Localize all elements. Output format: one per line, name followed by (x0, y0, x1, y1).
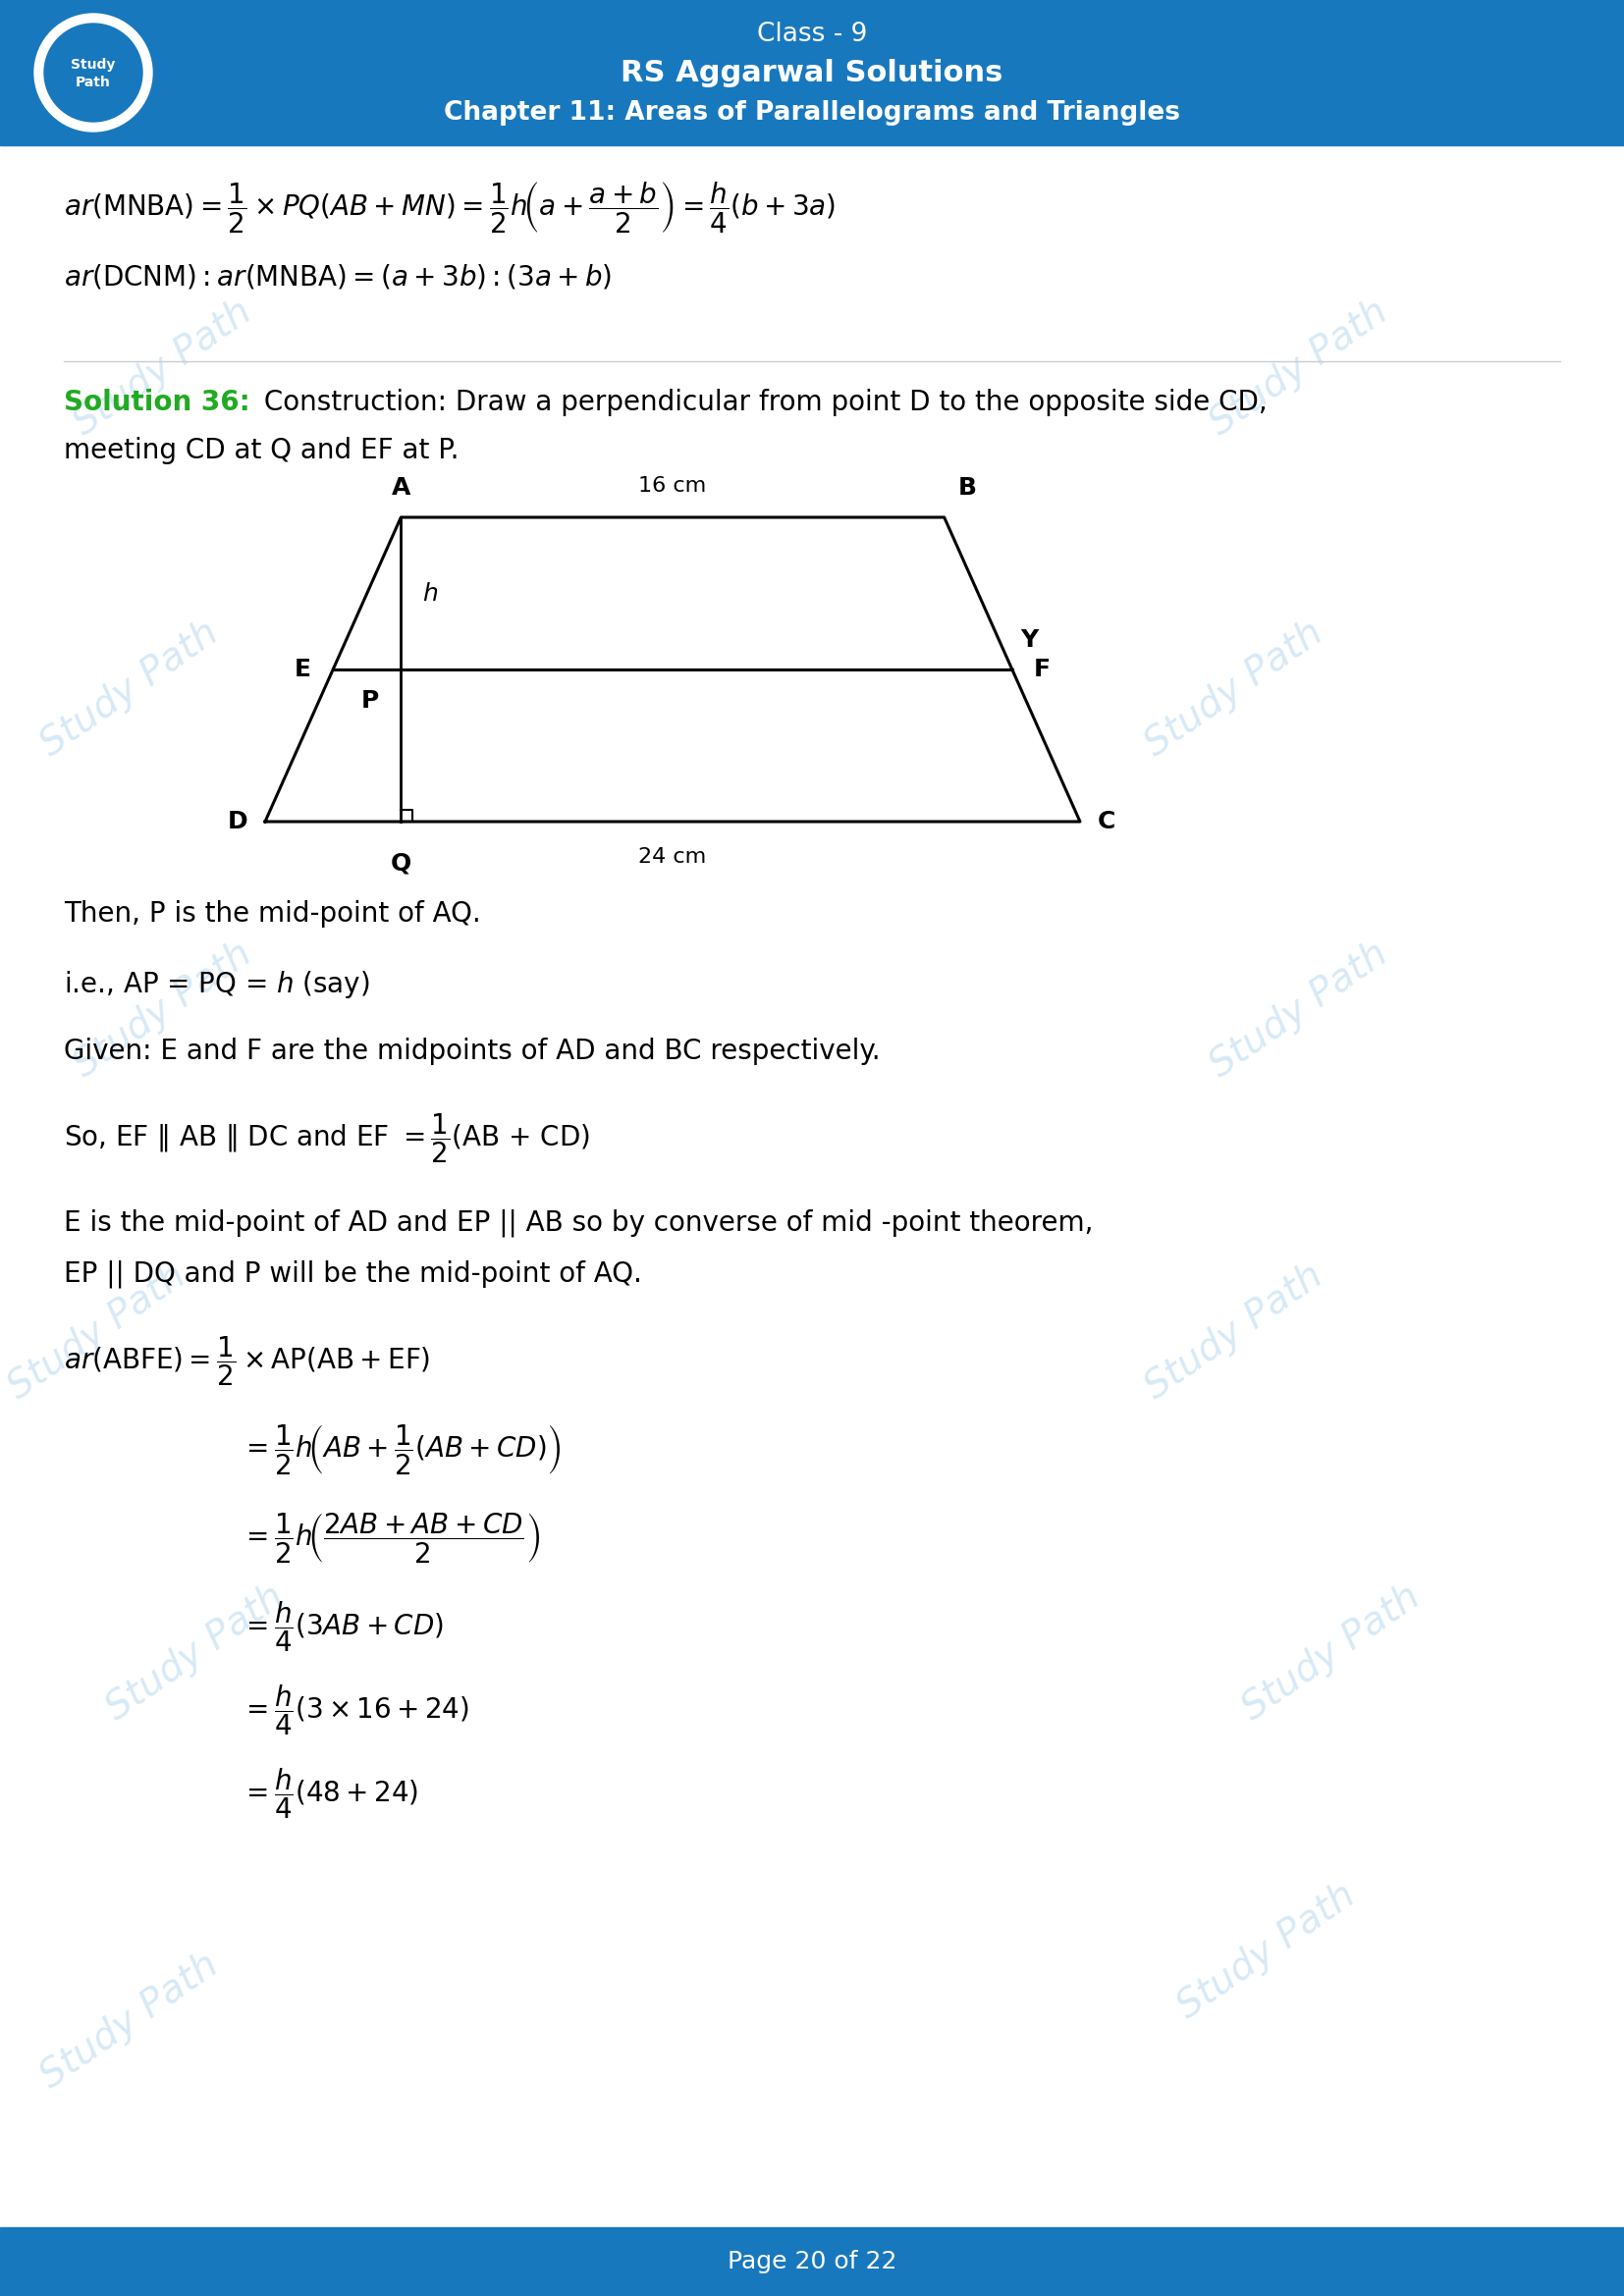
Text: E is the mid-point of AD and EP || AB so by converse of mid -point theorem,: E is the mid-point of AD and EP || AB so… (63, 1210, 1093, 1238)
Text: $ar(\mathrm{ABFE}) = \dfrac{1}{2} \times \mathrm{AP(AB + EF)}$: $ar(\mathrm{ABFE}) = \dfrac{1}{2} \times… (63, 1334, 430, 1387)
Text: Study Path: Study Path (67, 292, 258, 443)
Text: Study Path: Study Path (99, 1577, 291, 1729)
Text: C: C (1098, 810, 1116, 833)
Text: Q: Q (390, 852, 411, 875)
Text: Study Path: Study Path (34, 613, 226, 765)
Text: 24 cm: 24 cm (638, 847, 706, 868)
Text: So, EF $\|$ AB $\|$ DC and EF $= \dfrac{1}{2}$(AB + CD): So, EF $\|$ AB $\|$ DC and EF $= \dfrac{… (63, 1111, 590, 1164)
Text: Page 20 of 22: Page 20 of 22 (728, 2250, 896, 2273)
Text: A: A (391, 475, 411, 501)
Text: Y: Y (1020, 629, 1038, 652)
Text: Study Path: Study Path (1236, 1577, 1427, 1729)
Bar (0, 2227, 1624, 2296)
Text: F: F (1034, 657, 1051, 682)
Text: Study Path: Study Path (67, 934, 258, 1086)
Ellipse shape (44, 23, 143, 122)
Text: Chapter 11: Areas of Parallelograms and Triangles: Chapter 11: Areas of Parallelograms and … (443, 101, 1181, 126)
Text: i.e., AP = PQ = $h$ (say): i.e., AP = PQ = $h$ (say) (63, 969, 370, 1001)
Text: Study Path: Study Path (2, 1256, 193, 1407)
Text: P: P (362, 689, 380, 712)
Text: E: E (294, 657, 312, 682)
Text: 16 cm: 16 cm (638, 475, 706, 496)
Text: Given: E and F are the midpoints of AD and BC respectively.: Given: E and F are the midpoints of AD a… (63, 1038, 880, 1065)
Text: Path: Path (76, 76, 110, 90)
Text: B: B (958, 475, 976, 501)
Text: $= \dfrac{1}{2}h\!\left(AB + \dfrac{1}{2}(AB + CD)\right)$: $= \dfrac{1}{2}h\!\left(AB + \dfrac{1}{2… (240, 1421, 562, 1476)
Ellipse shape (34, 14, 153, 131)
Bar (0, 0, 1624, 145)
Text: EP || DQ and P will be the mid-point of AQ.: EP || DQ and P will be the mid-point of … (63, 1261, 641, 1288)
Text: $ar(\mathrm{MNBA}) = \dfrac{1}{2} \times PQ(AB + MN) = \dfrac{1}{2}h\!\left(a + : $ar(\mathrm{MNBA}) = \dfrac{1}{2} \times… (63, 179, 836, 234)
Text: $= \dfrac{h}{4}(48 + 24)$: $= \dfrac{h}{4}(48 + 24)$ (240, 1766, 419, 1821)
Text: Solution 36:: Solution 36: (63, 388, 250, 416)
Text: Study Path: Study Path (1203, 292, 1395, 443)
Text: Study Path: Study Path (1138, 613, 1330, 765)
Text: meeting CD at Q and EF at P.: meeting CD at Q and EF at P. (63, 436, 460, 464)
Text: Study: Study (71, 57, 115, 71)
Text: Then, P is the mid-point of AQ.: Then, P is the mid-point of AQ. (63, 900, 481, 928)
Text: $= \dfrac{h}{4}(3AB + CD)$: $= \dfrac{h}{4}(3AB + CD)$ (240, 1598, 443, 1653)
Text: $= \dfrac{h}{4}(3 \times 16 + 24)$: $= \dfrac{h}{4}(3 \times 16 + 24)$ (240, 1683, 469, 1738)
Text: $ar(\mathrm{DCNM}) : ar(\mathrm{MNBA}) = (a + 3b) : (3a + b)$: $ar(\mathrm{DCNM}) : ar(\mathrm{MNBA}) =… (63, 264, 612, 292)
Text: Study Path: Study Path (1171, 1876, 1363, 2027)
Text: Construction: Draw a perpendicular from point D to the opposite side CD,: Construction: Draw a perpendicular from … (255, 388, 1267, 416)
Text: Class - 9: Class - 9 (757, 21, 867, 48)
Text: Study Path: Study Path (1203, 934, 1395, 1086)
Text: $h$: $h$ (422, 581, 438, 606)
Text: D: D (227, 810, 247, 833)
Text: Study Path: Study Path (34, 1945, 226, 2096)
Text: $= \dfrac{1}{2}h\!\left(\dfrac{2AB + AB + CD}{2}\right)$: $= \dfrac{1}{2}h\!\left(\dfrac{2AB + AB … (240, 1511, 541, 1564)
Text: RS Aggarwal Solutions: RS Aggarwal Solutions (620, 60, 1004, 87)
Text: Study Path: Study Path (1138, 1256, 1330, 1407)
